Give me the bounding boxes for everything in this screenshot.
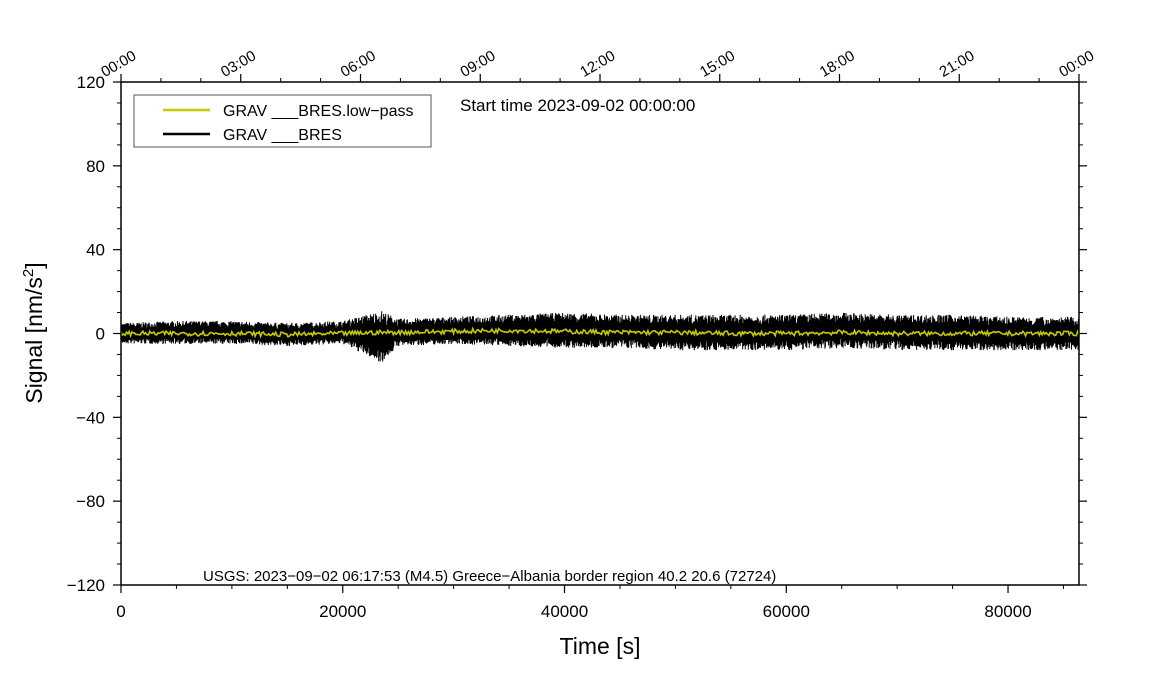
top-axis-ticks (120, 74, 1080, 82)
legend-label-low-pass: GRAV ___BRES.low−pass (223, 103, 413, 120)
top-tick-label: 21:00 (936, 47, 977, 80)
x-axis-title: Time [s] (560, 633, 641, 659)
start-time-annotation: Start time 2023-09-02 00:00:00 (460, 96, 695, 115)
y-axis-labels: 120 80 40 0 −40 −80 −120 (67, 73, 105, 595)
y-tick-label: 80 (86, 157, 105, 176)
x-axis-ticks (120, 585, 1064, 593)
series-low-pass-line (120, 326, 1080, 339)
y-tick-label: 0 (96, 325, 105, 344)
x-axis-labels: 0 20000 40000 60000 80000 (116, 602, 1031, 621)
x-tick-label: 0 (116, 602, 125, 621)
top-tick-label: 09:00 (457, 47, 498, 80)
x-tick-label: 20000 (319, 602, 366, 621)
series-raw-line (120, 311, 1080, 362)
y-tick-label: −120 (67, 576, 105, 595)
y-tick-label: 120 (77, 73, 105, 92)
y-tick-label: −40 (76, 408, 105, 427)
x-tick-label: 80000 (984, 602, 1031, 621)
legend: GRAV ___BRES.low−pass GRAV ___BRES (133, 94, 432, 148)
x-tick-label: 60000 (763, 602, 810, 621)
legend-box (133, 94, 432, 148)
y-tick-label: 40 (86, 241, 105, 260)
event-annotation: USGS: 2023−09−02 06:17:53 (M4.5) Greece−… (203, 568, 776, 585)
top-tick-label: 15:00 (697, 47, 738, 80)
y-axis-title: Signal [nm/s2] (20, 262, 47, 403)
top-tick-label: 00:00 (1056, 47, 1097, 80)
top-tick-label: 03:00 (218, 47, 259, 80)
y-tick-label: −80 (76, 492, 105, 511)
plot-frame (120, 81, 1080, 586)
x-tick-label: 40000 (541, 602, 588, 621)
top-tick-label: 18:00 (817, 47, 858, 80)
legend-label-raw: GRAV ___BRES (223, 127, 342, 144)
top-tick-label: 06:00 (338, 47, 379, 80)
series-layer (120, 311, 1080, 362)
y-axis-title-group: Signal [nm/s2] (20, 262, 47, 403)
top-axis-labels: 00:00 03:00 06:00 09:00 12:00 15:00 18:00 21:00… (98, 47, 1097, 80)
top-tick-label: 12:00 (577, 47, 618, 80)
